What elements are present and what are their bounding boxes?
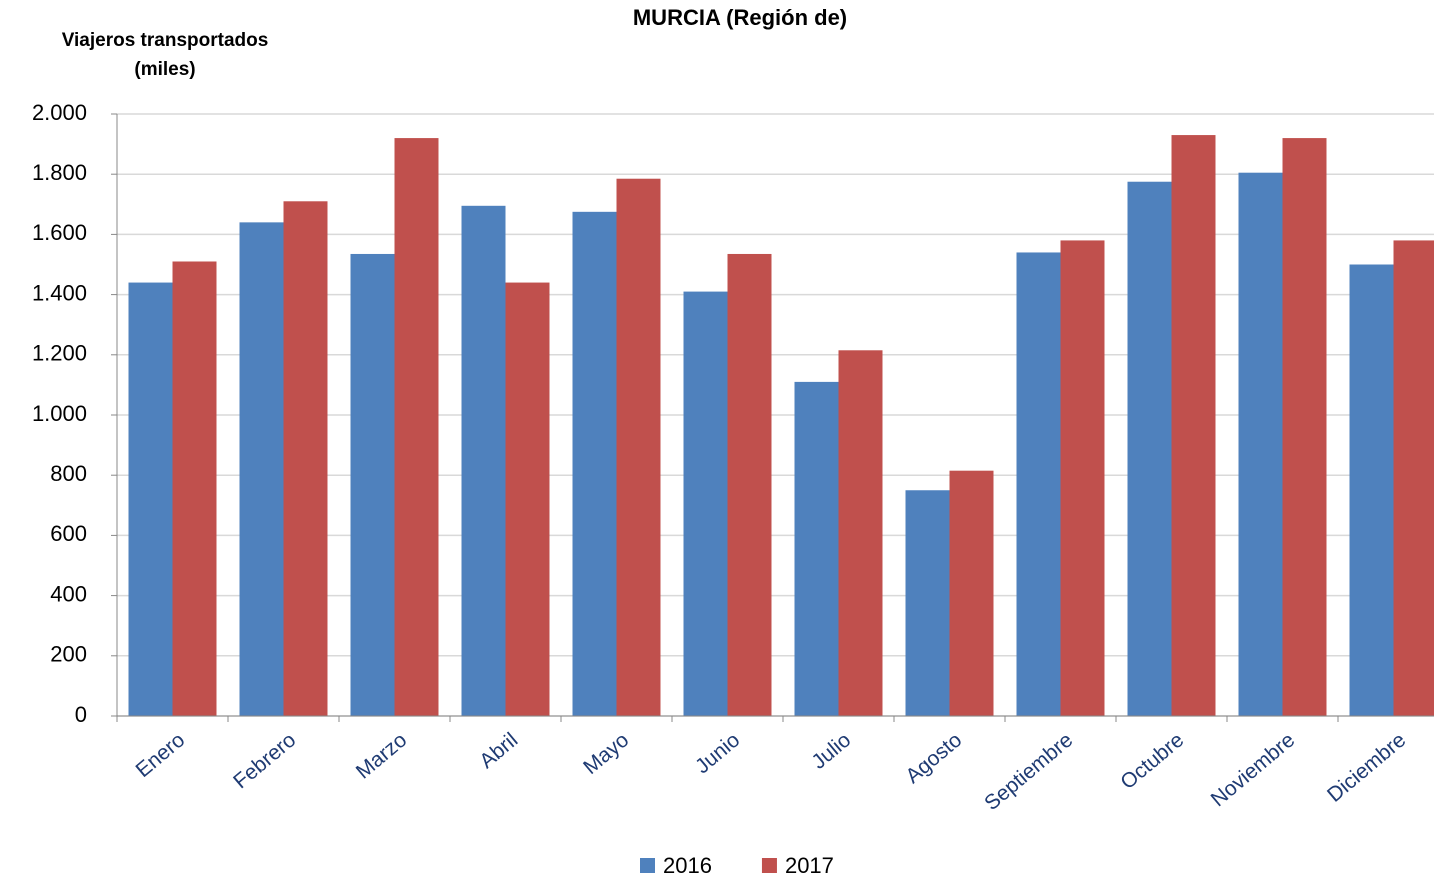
y-tick-label: 1.200 — [32, 341, 87, 366]
bar — [239, 222, 284, 717]
bar — [683, 291, 728, 716]
y-tick-label: 800 — [50, 461, 87, 486]
x-tick-label: Enero — [132, 728, 190, 782]
y-tick-label: 1.800 — [32, 160, 87, 185]
x-tick-label: Octubre — [1116, 728, 1188, 794]
bar — [505, 282, 550, 716]
legend-label: 2016 — [663, 853, 712, 878]
legend-swatch — [640, 858, 655, 873]
y-axis-label: (miles) — [134, 59, 195, 80]
legend-label: 2017 — [785, 853, 834, 878]
chart-title: MURCIA (Región de) — [633, 5, 847, 30]
bar — [1127, 181, 1172, 717]
y-axis-label: Viajeros transportados — [62, 30, 269, 51]
bar — [1349, 264, 1394, 716]
bar — [1171, 135, 1216, 716]
x-tick-label: Noviembre — [1207, 728, 1300, 811]
x-tick-label: Julio — [807, 728, 855, 773]
bar — [1282, 138, 1327, 716]
bar — [727, 253, 772, 716]
x-tick-label: Mayo — [579, 728, 633, 779]
x-tick-label: Agosto — [901, 728, 966, 788]
y-tick-label: 2.000 — [32, 100, 87, 125]
bar — [172, 261, 217, 716]
x-tick-label: Marzo — [352, 728, 411, 783]
bar — [461, 205, 506, 716]
y-tick-label: 600 — [50, 521, 87, 546]
bar — [394, 138, 439, 716]
bar — [838, 350, 883, 716]
bar — [1016, 252, 1061, 716]
y-tick-label: 0 — [75, 702, 87, 727]
bar — [949, 470, 994, 716]
x-tick-label: Junio — [691, 728, 744, 778]
x-tick-label: Septiembre — [980, 728, 1077, 815]
bar — [905, 490, 950, 716]
bar — [128, 282, 173, 716]
bar — [350, 253, 395, 716]
bar — [794, 381, 839, 716]
bar — [1393, 240, 1434, 717]
y-tick-label: 1.600 — [32, 220, 87, 245]
y-tick-label: 400 — [50, 581, 87, 606]
bar — [1238, 172, 1283, 716]
y-tick-label: 200 — [50, 642, 87, 667]
y-tick-label: 1.000 — [32, 401, 87, 426]
x-tick-label: Abril — [475, 728, 522, 773]
bar — [1060, 240, 1105, 717]
x-tick-label: Diciembre — [1323, 728, 1410, 806]
legend-swatch — [761, 858, 777, 873]
bar — [616, 178, 661, 717]
x-tick-label: Febrero — [229, 728, 300, 793]
bar — [283, 201, 328, 717]
bar — [572, 211, 617, 716]
y-tick-label: 1.400 — [32, 280, 87, 305]
